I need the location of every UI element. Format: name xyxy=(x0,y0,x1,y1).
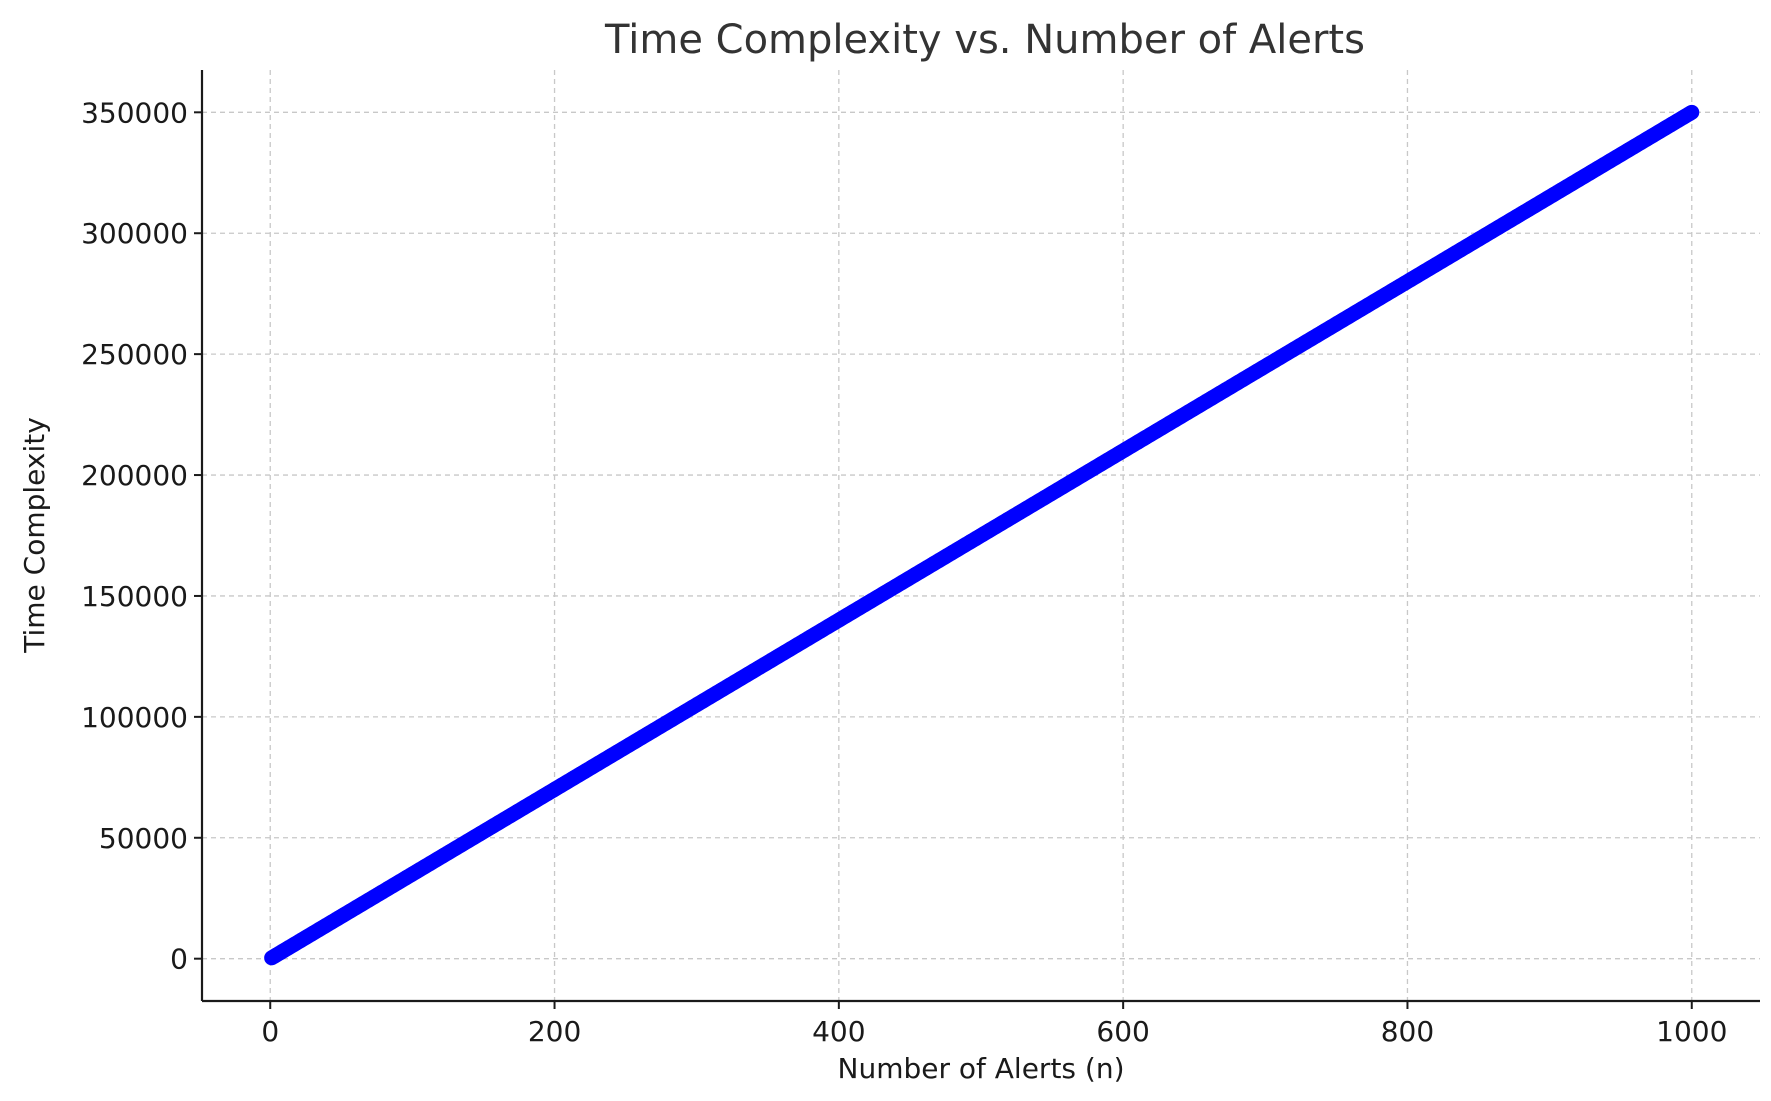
x-tick-label: 1000 xyxy=(1656,1015,1727,1048)
y-tick-label: 200000 xyxy=(81,459,188,492)
y-axis-label: Time Complexity xyxy=(18,417,51,654)
axes-layer xyxy=(200,70,1760,1003)
y-tick-label: 300000 xyxy=(81,217,188,250)
y-tick-label: 100000 xyxy=(81,701,188,734)
ticks-layer: 0 200 400 600 800 1000 0 50000 100000 150000 20000… xyxy=(81,96,1727,1048)
y-tick-label: 250000 xyxy=(81,338,188,371)
chart-title: Time Complexity vs. Number of Alerts xyxy=(604,17,1365,63)
x-tick-label: 200 xyxy=(528,1015,581,1048)
x-axis-label: Number of Alerts (n) xyxy=(838,1052,1125,1085)
y-tick-label: 350000 xyxy=(81,96,188,129)
y-tick-label: 150000 xyxy=(81,580,188,613)
x-tick-label: 0 xyxy=(261,1015,279,1048)
x-tick-label: 400 xyxy=(812,1015,865,1048)
data-point xyxy=(1684,104,1700,120)
x-tick-label: 800 xyxy=(1381,1015,1434,1048)
y-tick-label: 0 xyxy=(170,943,188,976)
points-layer xyxy=(264,104,1700,966)
y-tick-label: 50000 xyxy=(99,822,188,855)
x-tick-label: 600 xyxy=(1096,1015,1149,1048)
